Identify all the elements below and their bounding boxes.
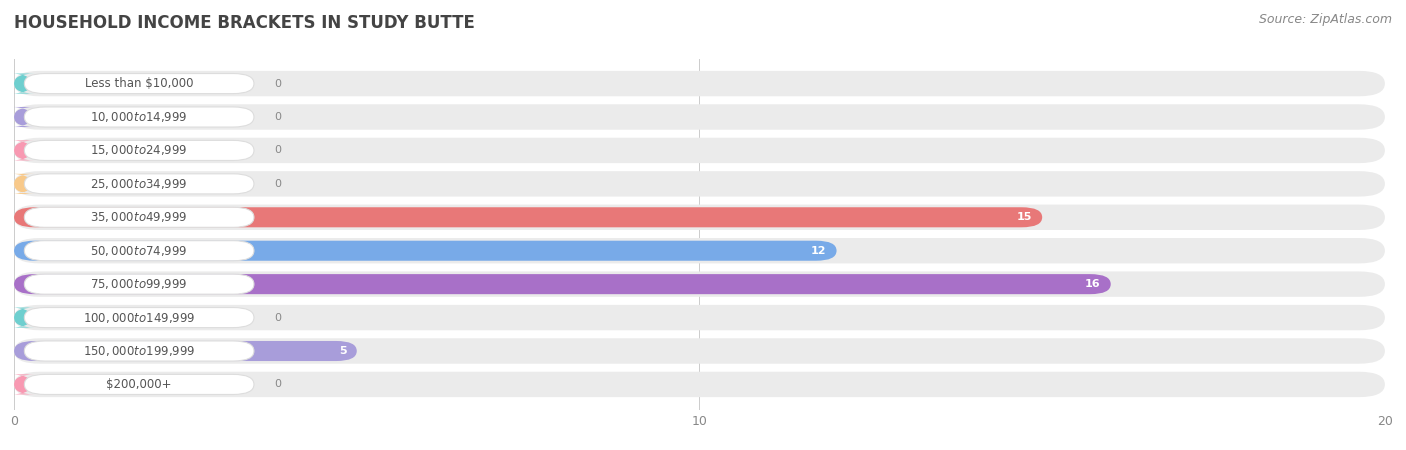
- FancyBboxPatch shape: [24, 241, 254, 261]
- Text: 12: 12: [811, 246, 827, 256]
- Text: $35,000 to $49,999: $35,000 to $49,999: [90, 210, 188, 224]
- FancyBboxPatch shape: [14, 305, 1385, 330]
- FancyBboxPatch shape: [24, 140, 254, 161]
- Text: 0: 0: [274, 145, 281, 155]
- FancyBboxPatch shape: [14, 71, 1385, 96]
- Text: 0: 0: [274, 79, 281, 89]
- FancyBboxPatch shape: [11, 174, 35, 194]
- FancyBboxPatch shape: [14, 372, 1385, 397]
- FancyBboxPatch shape: [11, 73, 35, 94]
- Text: Source: ZipAtlas.com: Source: ZipAtlas.com: [1258, 14, 1392, 27]
- FancyBboxPatch shape: [24, 374, 254, 395]
- Text: Less than $10,000: Less than $10,000: [84, 77, 194, 90]
- FancyBboxPatch shape: [24, 207, 254, 227]
- FancyBboxPatch shape: [24, 73, 254, 94]
- FancyBboxPatch shape: [24, 307, 254, 328]
- Text: $200,000+: $200,000+: [107, 378, 172, 391]
- Text: 5: 5: [339, 346, 346, 356]
- Text: $100,000 to $149,999: $100,000 to $149,999: [83, 310, 195, 324]
- FancyBboxPatch shape: [14, 338, 1385, 364]
- FancyBboxPatch shape: [11, 374, 35, 395]
- FancyBboxPatch shape: [14, 341, 357, 361]
- Text: 0: 0: [274, 379, 281, 389]
- FancyBboxPatch shape: [24, 174, 254, 194]
- Text: $75,000 to $99,999: $75,000 to $99,999: [90, 277, 188, 291]
- FancyBboxPatch shape: [24, 341, 254, 361]
- FancyBboxPatch shape: [14, 274, 1111, 294]
- FancyBboxPatch shape: [11, 307, 35, 328]
- Text: 0: 0: [274, 112, 281, 122]
- Text: 15: 15: [1017, 212, 1032, 222]
- FancyBboxPatch shape: [14, 241, 837, 261]
- FancyBboxPatch shape: [14, 207, 1042, 227]
- Text: 0: 0: [274, 179, 281, 189]
- Text: $15,000 to $24,999: $15,000 to $24,999: [90, 144, 188, 158]
- Text: $10,000 to $14,999: $10,000 to $14,999: [90, 110, 188, 124]
- Text: $150,000 to $199,999: $150,000 to $199,999: [83, 344, 195, 358]
- FancyBboxPatch shape: [14, 205, 1385, 230]
- FancyBboxPatch shape: [14, 238, 1385, 263]
- FancyBboxPatch shape: [24, 107, 254, 127]
- FancyBboxPatch shape: [14, 138, 1385, 163]
- Text: $25,000 to $34,999: $25,000 to $34,999: [90, 177, 188, 191]
- FancyBboxPatch shape: [24, 274, 254, 294]
- Text: $50,000 to $74,999: $50,000 to $74,999: [90, 244, 188, 258]
- Text: HOUSEHOLD INCOME BRACKETS IN STUDY BUTTE: HOUSEHOLD INCOME BRACKETS IN STUDY BUTTE: [14, 14, 475, 32]
- FancyBboxPatch shape: [14, 171, 1385, 197]
- FancyBboxPatch shape: [11, 107, 35, 127]
- Text: 16: 16: [1085, 279, 1101, 289]
- FancyBboxPatch shape: [14, 271, 1385, 297]
- FancyBboxPatch shape: [14, 104, 1385, 130]
- Text: 0: 0: [274, 313, 281, 323]
- FancyBboxPatch shape: [11, 140, 35, 161]
